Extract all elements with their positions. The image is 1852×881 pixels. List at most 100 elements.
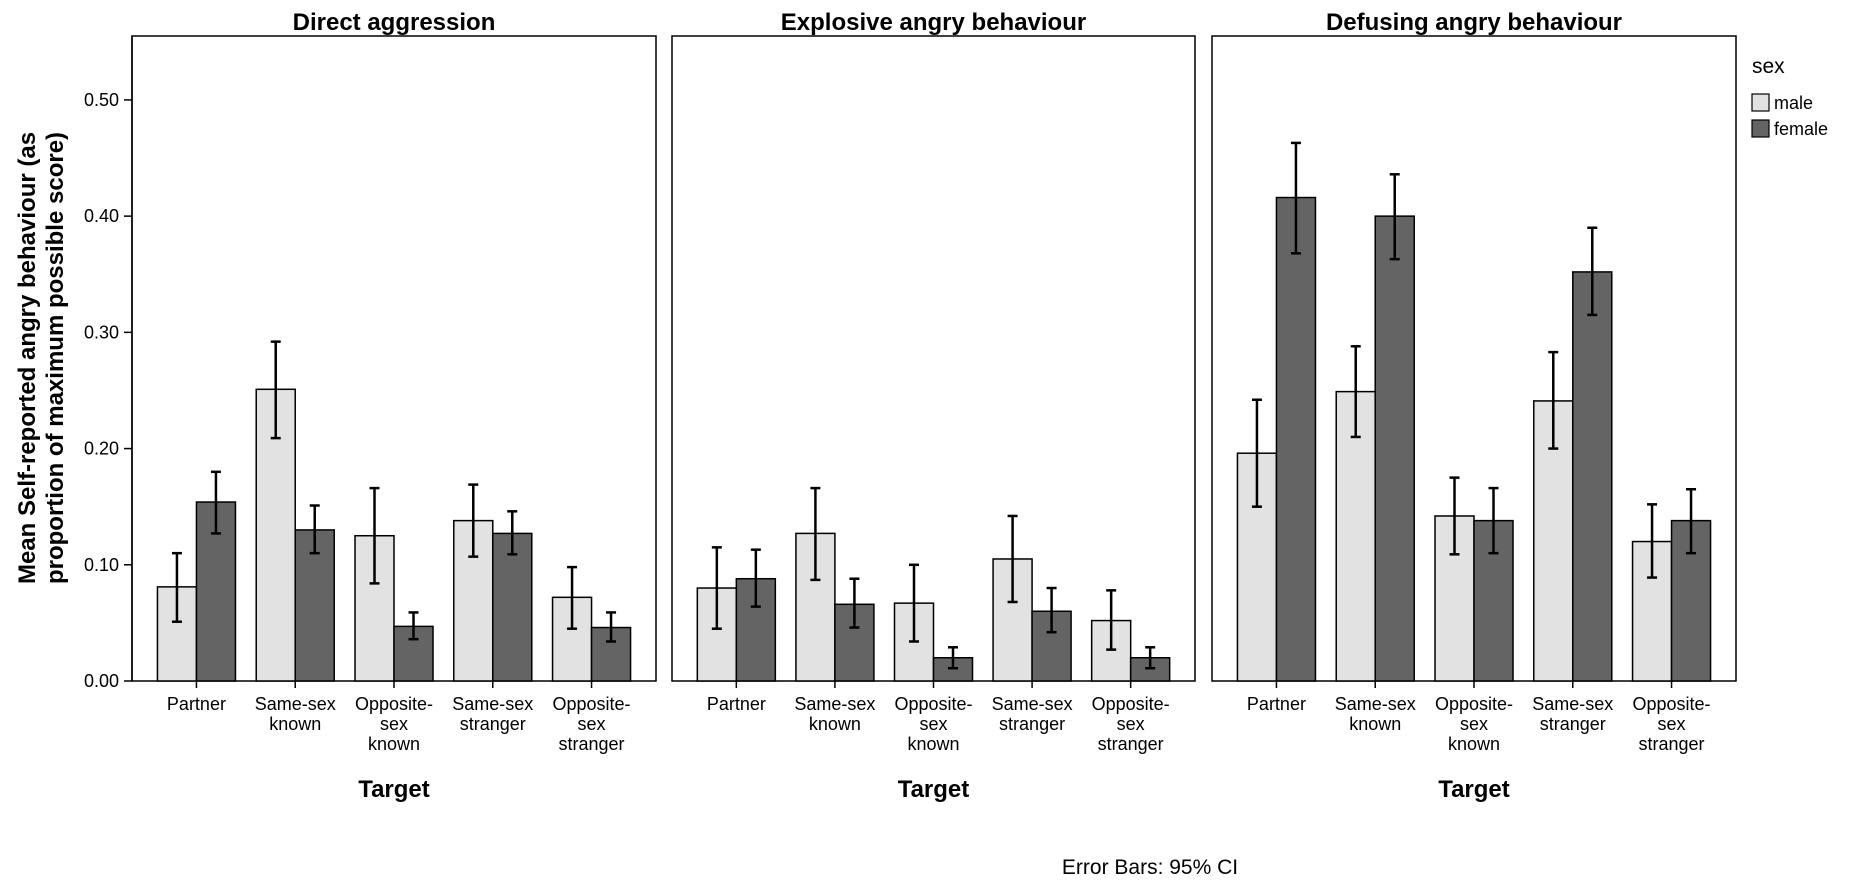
error-bar-female — [507, 510, 518, 556]
error-bar-female — [1686, 487, 1697, 555]
error-bar-female — [1290, 141, 1301, 255]
error-bar-female — [1389, 173, 1400, 261]
x-tick-label-line: Same-sex — [1532, 694, 1613, 714]
error-bar-male — [810, 486, 821, 582]
x-tick-label-line: Same-sex — [1335, 694, 1416, 714]
error-bar-female — [849, 577, 860, 629]
error-bar-male — [1548, 350, 1559, 450]
legend: sex male female — [1751, 55, 1828, 139]
x-tick-label-line: Partner — [707, 694, 766, 714]
error-bar-male — [468, 483, 479, 558]
error-bar-female — [210, 470, 221, 535]
error-bar-male — [1350, 345, 1361, 439]
x-tick-label: Opposite-sex stranger — [1092, 694, 1170, 754]
x-tick-label-line: sex — [380, 714, 408, 734]
x-tick-label-line: Opposite- — [1633, 694, 1711, 714]
x-tick-label-line: Same-sex — [255, 694, 336, 714]
legend-swatch-male — [1751, 93, 1770, 112]
x-tick-label-line: stranger — [1639, 734, 1705, 754]
panel-title: Explosive angry behaviour — [781, 9, 1086, 36]
x-tick-label: Same-sex known — [255, 694, 336, 734]
x-tick-label-line: stranger — [1540, 714, 1606, 734]
x-tick-label-line: sex — [1117, 714, 1145, 734]
y-tick-label: 0.30 — [84, 322, 119, 342]
x-tick-label-line: Opposite- — [553, 694, 631, 714]
y-tick-label: 0.10 — [84, 555, 119, 575]
x-tick-label: Same-sex known — [794, 694, 875, 734]
error-bar-male — [1251, 398, 1262, 508]
y-tick-label: 0.20 — [84, 439, 119, 459]
x-tick-label: Same-sex stranger — [1532, 694, 1613, 734]
y-tick-label: 0.40 — [84, 206, 119, 226]
x-tick-label: Opposite-sex known — [355, 694, 433, 754]
error-bar-male — [1007, 514, 1018, 604]
bar-female — [1572, 271, 1613, 682]
error-bar-female — [1488, 486, 1499, 555]
error-bar-male — [909, 563, 919, 643]
error-bar-male — [1449, 476, 1460, 556]
error-bar-male — [711, 546, 722, 630]
x-tick-label: Opposite-sex stranger — [1633, 694, 1711, 754]
x-tick-label: Opposite-sex stranger — [553, 694, 631, 754]
bar-female — [1374, 215, 1415, 682]
x-tick-label-line: Opposite- — [355, 694, 433, 714]
x-tick-label-line: known — [1448, 734, 1500, 754]
error-bar-male — [270, 340, 281, 440]
y-tick-label: 0.50 — [84, 90, 119, 110]
panel-1: Direct aggression Partner Same-sex known Opp… — [131, 9, 657, 803]
x-axis-title: Target — [358, 776, 430, 803]
error-bar-male — [1647, 503, 1658, 579]
x-tick-label-line: known — [907, 734, 959, 754]
x-tick-label-line: sex — [919, 714, 947, 734]
error-bar-female — [408, 611, 419, 641]
bar-female — [294, 529, 335, 682]
legend-title: sex — [1752, 55, 1785, 78]
x-tick-label: Same-sex stranger — [452, 694, 533, 734]
x-tick-label-line: Partner — [167, 694, 226, 714]
legend-label-male: male — [1774, 93, 1813, 113]
y-axis-title-line: proportion of maximum possible score) — [42, 132, 69, 584]
x-tick-label-line: stranger — [1098, 734, 1164, 754]
y-axis-title: Mean Self-reported angry behaviour (aspr… — [14, 132, 69, 584]
x-tick-label: Opposite-sex known — [1435, 694, 1513, 754]
y-tick-label: 0.00 — [84, 671, 119, 691]
bar-male — [1335, 390, 1376, 682]
error-bar-female — [1046, 586, 1057, 634]
panel-2: Explosive angry behaviour Partner Same-sex… — [671, 9, 1196, 803]
x-tick-label: Partner — [707, 694, 766, 714]
error-bar-female — [606, 611, 617, 643]
error-bar-male — [567, 565, 578, 630]
x-tick-label-line: Same-sex — [794, 694, 875, 714]
x-tick-label-line: Opposite- — [1092, 694, 1170, 714]
legend-swatch-female — [1751, 119, 1770, 138]
legend-label-female: female — [1774, 119, 1828, 139]
error-bar-female — [309, 504, 320, 555]
error-bar-female — [1587, 226, 1598, 317]
bar-female — [1275, 196, 1317, 682]
error-bar-female — [750, 548, 761, 608]
error-bar-female — [1145, 646, 1156, 670]
x-tick-label-line: sex — [1658, 714, 1686, 734]
x-axis-title: Target — [1438, 776, 1510, 803]
x-tick-label-line: known — [269, 714, 321, 734]
x-tick-label-line: sex — [1460, 714, 1488, 734]
x-tick-label-line: Partner — [1247, 694, 1306, 714]
x-tick-label: Partner — [167, 694, 226, 714]
x-tick-label: Partner — [1247, 694, 1306, 714]
error-bar-male — [369, 486, 380, 585]
x-tick-label: Same-sex known — [1335, 694, 1416, 734]
y-axis: 0.00 0.10 0.20 0.30 0.40 0.50 Mean Self-report… — [14, 36, 133, 691]
panel-title: Defusing angry behaviour — [1326, 9, 1622, 36]
x-tick-label-line: Opposite- — [894, 694, 972, 714]
x-tick-label-line: known — [1349, 714, 1401, 734]
error-bar-male — [171, 551, 182, 623]
x-tick-label-line: sex — [578, 714, 606, 734]
x-tick-label-line: stranger — [999, 714, 1065, 734]
panel-title: Direct aggression — [293, 9, 496, 36]
error-bar-male — [1106, 589, 1117, 651]
x-tick-label-line: Same-sex — [992, 694, 1073, 714]
x-tick-label-line: stranger — [460, 714, 526, 734]
